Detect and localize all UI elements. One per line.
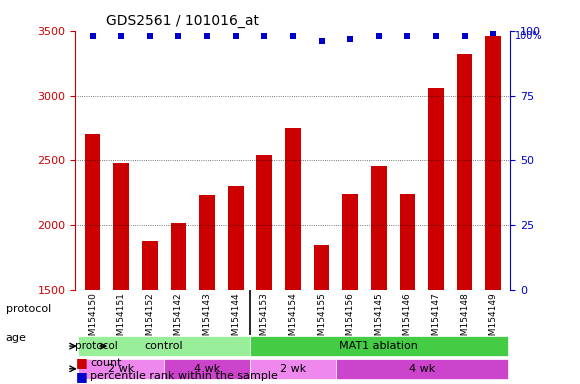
Text: 4 wk: 4 wk: [194, 364, 220, 374]
FancyBboxPatch shape: [336, 359, 508, 379]
Bar: [199, 195, 215, 290]
Text: count: count: [90, 358, 121, 368]
Text: ■: ■: [75, 356, 87, 369]
Text: age: age: [6, 333, 27, 343]
Text: 2 wk: 2 wk: [108, 364, 135, 374]
Text: GSM154149: GSM154149: [489, 292, 498, 347]
FancyBboxPatch shape: [250, 359, 336, 379]
FancyBboxPatch shape: [164, 359, 250, 379]
Bar: [256, 155, 272, 290]
Text: protocol: protocol: [6, 304, 51, 314]
Text: MAT1 ablation: MAT1 ablation: [339, 341, 418, 351]
Bar: [285, 128, 301, 290]
Bar: [314, 245, 329, 290]
Text: protocol: protocol: [75, 341, 118, 351]
Text: GSM154155: GSM154155: [317, 292, 326, 347]
Text: 100%: 100%: [514, 31, 542, 41]
Text: GSM154143: GSM154143: [202, 292, 212, 347]
Bar: [342, 194, 358, 290]
Text: percentile rank within the sample: percentile rank within the sample: [90, 371, 278, 381]
Text: GSM154153: GSM154153: [260, 292, 269, 347]
Bar: [371, 166, 387, 290]
Text: 4 wk: 4 wk: [408, 364, 435, 374]
Text: GSM154150: GSM154150: [88, 292, 97, 347]
Text: GSM154152: GSM154152: [146, 292, 154, 347]
FancyBboxPatch shape: [78, 336, 250, 356]
Text: GDS2561 / 101016_at: GDS2561 / 101016_at: [106, 14, 259, 28]
Text: GSM154142: GSM154142: [174, 292, 183, 347]
Bar: [171, 223, 186, 290]
Text: GSM154146: GSM154146: [403, 292, 412, 347]
Text: GSM154154: GSM154154: [288, 292, 298, 347]
Text: 2 wk: 2 wk: [280, 364, 306, 374]
Text: GSM154145: GSM154145: [374, 292, 383, 347]
Bar: [142, 241, 158, 290]
Bar: [428, 88, 444, 290]
Text: control: control: [145, 341, 183, 351]
Bar: [228, 186, 244, 290]
Bar: [400, 194, 415, 290]
Text: GSM154148: GSM154148: [460, 292, 469, 347]
FancyBboxPatch shape: [250, 336, 508, 356]
Text: GSM154147: GSM154147: [432, 292, 440, 347]
Bar: [456, 54, 473, 290]
Text: GSM154156: GSM154156: [346, 292, 354, 347]
Bar: [85, 134, 100, 290]
FancyBboxPatch shape: [78, 359, 164, 379]
Bar: [113, 163, 129, 290]
Bar: [485, 36, 501, 290]
Text: GSM154151: GSM154151: [117, 292, 126, 347]
Text: GSM154144: GSM154144: [231, 292, 240, 347]
Text: ■: ■: [75, 370, 87, 383]
